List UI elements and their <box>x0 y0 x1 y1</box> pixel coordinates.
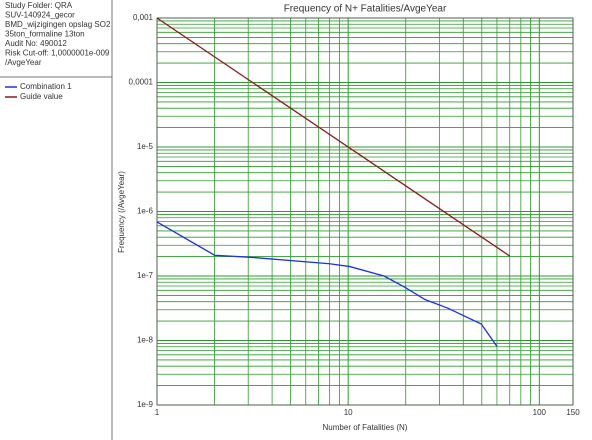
x-tick-label: 100 <box>533 408 547 417</box>
y-tick-label: 1e-6 <box>137 207 154 216</box>
series-line <box>156 17 511 257</box>
y-tick-label: 1e-5 <box>137 142 154 151</box>
x-tick-label: 1 <box>155 408 160 417</box>
x-tick-label: 10 <box>344 408 353 417</box>
y-tick-label: 1e-7 <box>137 271 154 280</box>
x-axis-label: Number of Fatalities (N) <box>323 423 408 432</box>
info-line: SUV-140924_gecor <box>5 11 75 20</box>
info-line: Study Folder: QRA <box>5 1 73 10</box>
info-line: Risk Cut-off: 1,0000001e-009 <box>5 49 110 58</box>
info-line: BMD_wijzigingen opslag SO2 <box>5 20 111 29</box>
legend-label: Guide value <box>20 92 63 101</box>
series-line <box>156 221 498 347</box>
y-tick-label: 1e-8 <box>137 336 154 345</box>
plot-frame <box>156 17 574 406</box>
y-tick-label: 0,0001 <box>129 78 154 87</box>
y-axis-label: Frequency (/AvgeYear) <box>117 171 126 253</box>
y-tick-label: 0,001 <box>133 13 154 22</box>
legend-label: Combination 1 <box>20 82 72 91</box>
chart-title: Frequency of N+ Fatalities/AvgeYear <box>284 4 447 15</box>
info-line: 35ton_formaline 13ton <box>5 30 85 39</box>
x-tick-label: 150 <box>566 408 580 417</box>
y-tick-label: 1e-9 <box>137 400 154 409</box>
info-line: Audit No: 490012 <box>5 39 67 48</box>
info-line: /AvgeYear <box>5 58 42 67</box>
